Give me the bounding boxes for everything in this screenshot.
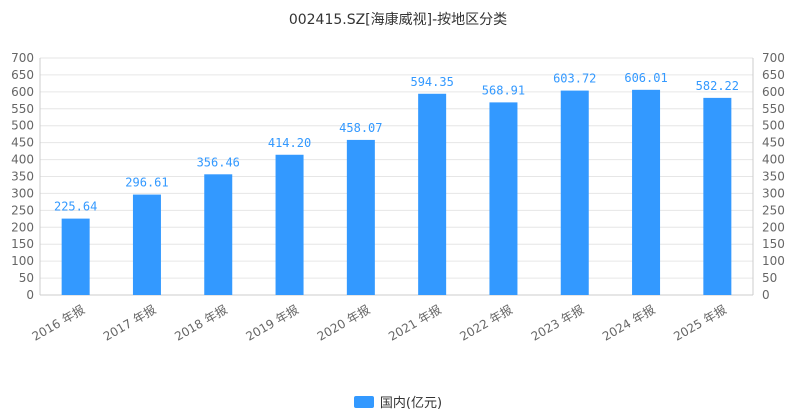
y-tick-label-right: 250 [762,203,785,217]
bar-value-label: 296.61 [125,176,168,190]
bar[interactable] [418,93,447,295]
y-tick-label-left: 400 [11,153,34,167]
x-tick-label: 2018 年报 [172,302,230,344]
y-tick-label-left: 550 [11,102,34,116]
y-tick-label-right: 300 [762,186,785,200]
y-tick-label-left: 450 [11,136,34,150]
y-tick-label-right: 650 [762,68,785,82]
bar-value-label: 606.01 [624,71,667,85]
bar[interactable] [632,89,661,295]
bar[interactable] [132,194,161,295]
bar[interactable] [61,218,90,295]
y-tick-label-left: 100 [11,254,34,268]
x-tick-label: 2025 年报 [671,302,729,344]
y-tick-label-right: 500 [762,119,785,133]
bar-value-label: 594.35 [410,75,453,89]
bar[interactable] [275,154,304,295]
bar-chart: 0501001502002503003504004505005506006507… [11,51,785,344]
x-tick-label: 2020 年报 [314,302,372,344]
bar[interactable] [703,97,732,295]
y-tick-label-left: 200 [11,220,34,234]
x-tick-label: 2019 年报 [243,302,301,344]
y-tick-label-left: 250 [11,203,34,217]
y-tick-label-left: 350 [11,170,34,184]
y-tick-label-left: 300 [11,186,34,200]
y-tick-label-right: 0 [762,288,770,302]
bar-value-label: 414.20 [268,136,311,150]
y-tick-label-left: 650 [11,68,34,82]
bar-value-label: 356.46 [197,155,240,169]
bar-value-label: 603.72 [553,72,596,86]
x-tick-label: 2022 年报 [457,302,515,344]
bar-series [61,89,732,295]
x-tick-label: 2016 年报 [29,302,87,344]
y-tick-label-left: 0 [26,288,34,302]
value-labels: 225.64 296.61 356.46 414.20 458.07 594.35 568.… [54,71,739,214]
y-tick-label-left: 700 [11,51,34,65]
y-tick-label-right: 200 [762,220,785,234]
chart-title: 002415.SZ[海康威视]-按地区分类 [288,12,508,28]
y-tick-label-left: 150 [11,237,34,251]
legend-swatch [353,395,374,408]
y-tick-label-left: 50 [19,271,34,285]
x-tick-label: 2024 年报 [600,302,658,344]
bar[interactable] [560,90,589,295]
y-tick-label-right: 50 [762,271,777,285]
x-axis: 2016 年报 2017 年报 2018 年报 2019 年报 2020 年报 2021 … [29,302,729,344]
bar-value-label: 458.07 [339,121,382,135]
x-tick-label: 2021 年报 [386,302,444,344]
y-tick-label-right: 700 [762,51,785,65]
y-axis-right: 0 50 100 150 200 250 300 350 400 450 500 550 600 650 7… [752,51,785,302]
legend[interactable]: 国内(亿元) [0,392,796,411]
bar-value-label: 225.64 [54,200,97,214]
x-tick-label: 2017 年报 [100,302,158,344]
y-axis-left: 0 50 100 150 200 250 300 350 400 450 500 550 600 650 7… [11,51,41,302]
y-tick-label-right: 100 [762,254,785,268]
legend-label: 国内(亿元) [379,396,443,411]
bar[interactable] [204,174,233,295]
y-tick-label-right: 550 [762,102,785,116]
y-tick-label-left: 600 [11,85,34,99]
y-tick-label-right: 350 [762,170,785,184]
y-tick-label-right: 600 [762,85,785,99]
bar[interactable] [489,102,518,295]
y-tick-label-right: 400 [762,153,785,167]
x-tick-label: 2023 年报 [528,302,586,344]
bar-value-label: 582.22 [696,79,739,93]
y-tick-label-left: 500 [11,119,34,133]
bar-value-label: 568.91 [482,83,525,97]
y-tick-label-right: 150 [762,237,785,251]
bar[interactable] [346,139,375,295]
y-tick-label-right: 450 [762,136,785,150]
